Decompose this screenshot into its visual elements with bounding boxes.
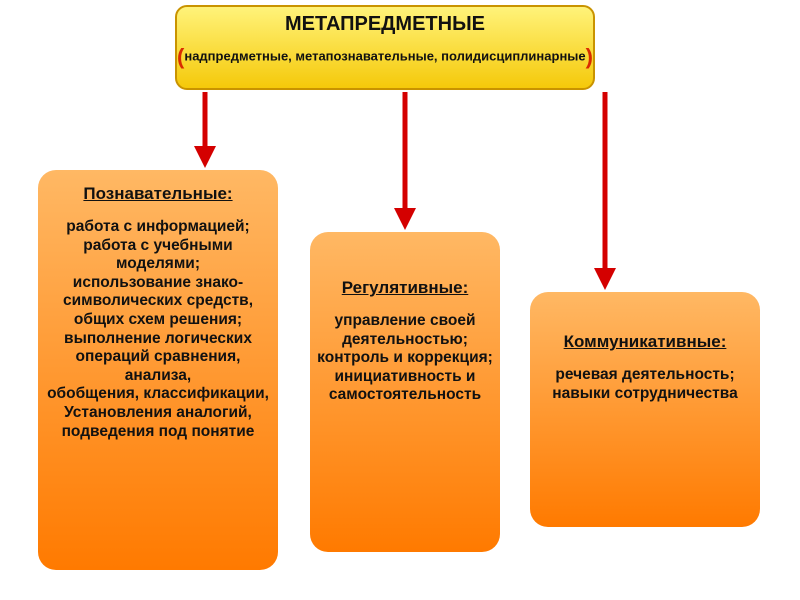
card-regulative-title: Регулятивные:: [310, 278, 500, 298]
card-communicative-body: речевая деятельность; навыки сотрудничес…: [530, 366, 760, 403]
card-cognitive: Познавательные: работа с информацией; ра…: [38, 170, 278, 570]
arrow-2: [394, 92, 416, 230]
paren-close: ): [586, 44, 593, 69]
card-cognitive-body: работа с информацией; работа с учебными …: [38, 218, 278, 441]
header-subtitle: надпредметные, метапознавательные, полид…: [184, 48, 585, 63]
card-regulative-body: управление своей деятельностью; контроль…: [310, 312, 500, 405]
card-communicative: Коммуникативные: речевая деятельность; н…: [530, 292, 760, 527]
header-title: МЕТАПРЕДМЕТНЫЕ: [177, 13, 593, 36]
card-regulative: Регулятивные: управление своей деятельно…: [310, 232, 500, 552]
header-box: МЕТАПРЕДМЕТНЫЕ (надпредметные, метапозна…: [175, 5, 595, 90]
card-communicative-title: Коммуникативные:: [530, 332, 760, 352]
arrow-3: [594, 92, 616, 290]
card-cognitive-title: Познавательные:: [38, 184, 278, 204]
header-subtitle-line: (надпредметные, метапознавательные, поли…: [177, 44, 593, 70]
arrow-1: [194, 92, 216, 168]
